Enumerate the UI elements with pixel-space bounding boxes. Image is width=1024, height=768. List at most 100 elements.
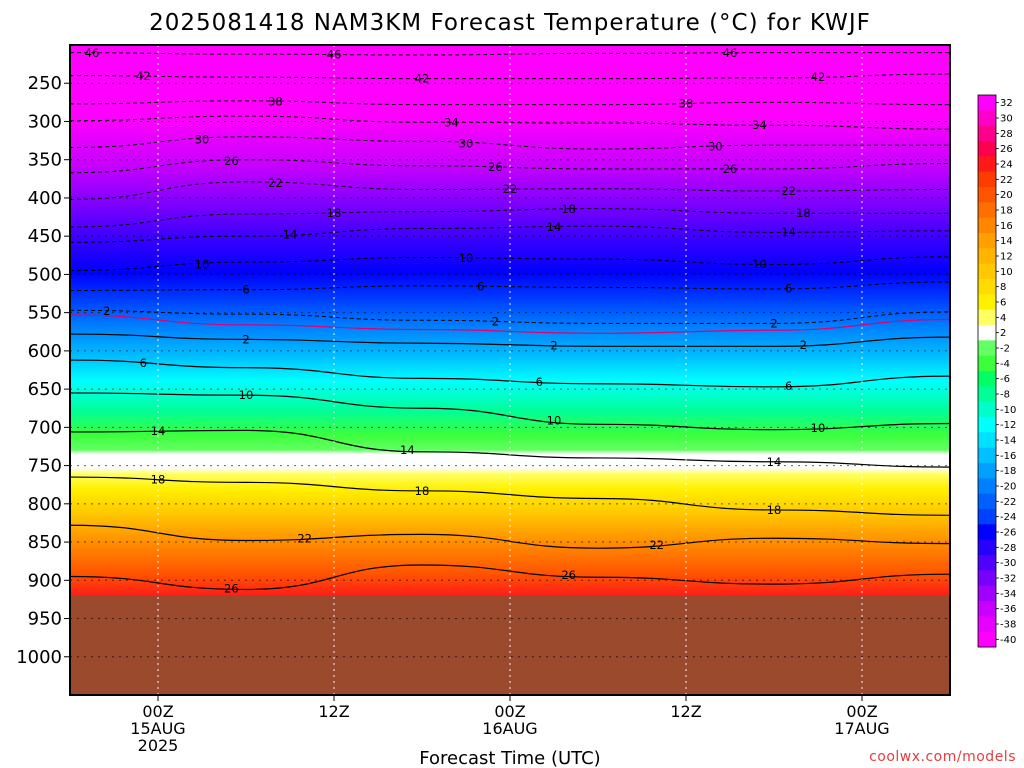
colorbar-swatch (978, 95, 996, 111)
isotherm-label: 14 (781, 225, 796, 239)
isotherm-label: 2 (550, 339, 557, 353)
isotherm-label: 14 (283, 227, 298, 241)
isotherm-label: 22 (297, 531, 312, 545)
isotherm-label: 10 (811, 421, 826, 435)
isotherm-line (70, 392, 950, 431)
colorbar-label: -18 (1000, 466, 1016, 477)
y-tick-label: 350 (28, 150, 62, 171)
colorbar-label: 30 (1000, 114, 1013, 125)
colorbar-label: -24 (1000, 512, 1016, 523)
colorbar-label: 26 (1000, 144, 1013, 155)
colorbar-swatch (978, 463, 996, 479)
x-tick-label: 00Z (846, 702, 877, 721)
isotherm-label: 18 (561, 202, 576, 216)
colorbar-swatch (978, 263, 996, 280)
isotherm-label: 26 (224, 581, 239, 595)
x-tick-label: 00Z (142, 702, 173, 721)
isotherm-label: 14 (151, 424, 166, 438)
isotherm-label: 2 (242, 332, 249, 346)
colorbar-label: 16 (1000, 221, 1013, 232)
isotherm-label: 22 (649, 538, 664, 552)
isotherm-line (70, 159, 950, 174)
x-tick-label: 00Z (494, 702, 525, 721)
isotherm-lines (70, 52, 950, 591)
colorbar-label: -14 (1000, 436, 1016, 447)
colorbar-swatch (978, 555, 996, 571)
chart-title: 2025081418 NAM3KM Forecast Temperature (… (149, 10, 871, 36)
isotherm-line (70, 309, 950, 324)
isotherm-label: 14 (400, 443, 415, 457)
isotherm-label: 38 (679, 97, 694, 111)
pressure-axis: 250 300 350 400 450 500 550 600 650 700 750 800 850 9… (16, 73, 70, 668)
isotherm-line (70, 52, 950, 56)
colorbar-label: -30 (1000, 558, 1016, 569)
colorbar-swatch (978, 401, 996, 418)
colorbar-swatch (978, 601, 996, 617)
isotherm-line (70, 333, 950, 347)
isotherm-label: 22 (268, 176, 283, 190)
isotherm-label: 30 (708, 139, 723, 153)
colorbar-swatch (978, 171, 996, 188)
colorbar-swatch (978, 493, 996, 510)
colorbar-label: -28 (1000, 543, 1016, 554)
isotherm-line (70, 524, 950, 549)
isotherm-label: 6 (477, 279, 484, 293)
isotherm-label: 2 (103, 304, 110, 318)
colorbar-label: 20 (1000, 190, 1013, 201)
colorbar-swatch (978, 570, 996, 587)
y-tick-label: 1000 (16, 647, 62, 668)
isotherm-label: 26 (488, 160, 503, 174)
colorbar-swatch (978, 110, 996, 127)
isotherm-label: 18 (767, 503, 782, 517)
isotherm-line (70, 136, 950, 150)
isotherm-label: 6 (785, 281, 792, 295)
isotherm-label: 26 (561, 568, 576, 582)
isotherm-line (70, 100, 950, 106)
isotherm-label: 26 (224, 154, 239, 168)
colorbar-label: -16 (1000, 451, 1016, 462)
colorbar-label: 32 (1000, 98, 1013, 109)
y-tick-label: 250 (28, 73, 62, 94)
colorbar-label: -38 (1000, 620, 1016, 631)
y-tick-label: 450 (28, 226, 62, 247)
colorbar-swatch (978, 187, 996, 203)
colorbar-label: -12 (1000, 420, 1016, 431)
isotherm-line (70, 281, 950, 291)
isotherm-label: 6 (242, 283, 249, 297)
x-tick-label: 2025 (138, 736, 179, 755)
y-tick-label: 550 (28, 303, 62, 324)
y-tick-label: 400 (28, 188, 62, 209)
colorbar-swatch (978, 202, 996, 219)
colorbar-swatch (978, 279, 996, 295)
isotherm-label: 6 (140, 356, 147, 370)
colorbar-label: 22 (1000, 175, 1013, 186)
colorbar-label: -8 (1000, 390, 1010, 401)
isotherm-label: 30 (459, 136, 474, 150)
isotherm-label: 2 (770, 316, 777, 330)
isotherm-label: 18 (151, 473, 166, 487)
isotherm-label: 22 (781, 184, 796, 198)
colorbar-swatch (978, 325, 996, 341)
colorbar-label: -4 (1000, 359, 1010, 370)
isotherm-label: 46 (723, 46, 738, 60)
colorbar-swatch (978, 294, 996, 311)
x-tick-label: 12Z (670, 702, 701, 721)
y-tick-label: 500 (28, 264, 62, 285)
colorbar-swatch (978, 616, 996, 633)
isotherm-label: 22 (503, 182, 518, 196)
colorbar-swatch (978, 631, 996, 648)
isotherm-label: 46 (85, 46, 100, 60)
colorbar-swatch (978, 156, 996, 173)
y-tick-label: 950 (28, 609, 62, 630)
colorbar-label: 28 (1000, 129, 1013, 140)
colorbar-swatch (978, 340, 996, 357)
colorbar-swatch (978, 248, 996, 265)
colorbar-label: -22 (1000, 497, 1016, 508)
colorbar-label: 10 (1000, 267, 1013, 278)
isotherm-label: 6 (785, 379, 792, 393)
isotherm-label: 18 (327, 206, 342, 220)
colorbar-label: 8 (1000, 282, 1006, 293)
x-tick-label: 16AUG (482, 719, 537, 738)
